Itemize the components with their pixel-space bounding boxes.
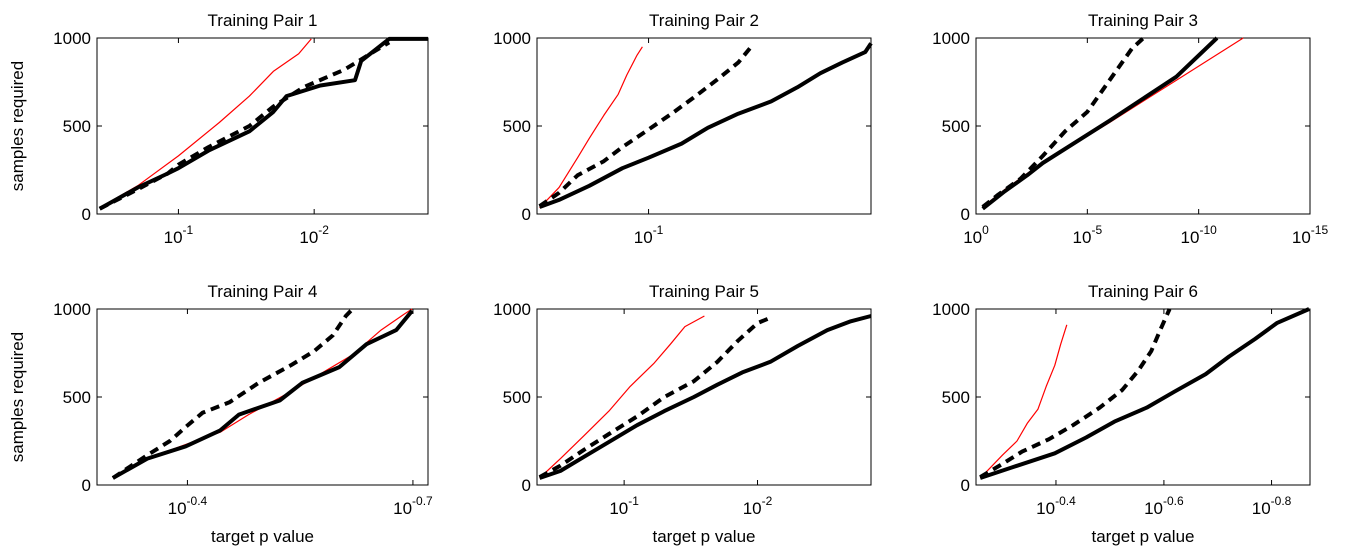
x-tick-label: 10-2 <box>743 494 773 518</box>
series-line-thin-red <box>539 46 643 209</box>
y-tick-label: 500 <box>503 117 531 136</box>
y-tick-label: 1000 <box>493 300 531 319</box>
y-tick-label: 500 <box>63 388 91 407</box>
series-line-thin-red <box>99 38 312 209</box>
series-line-bold-dashed-black <box>979 308 1172 479</box>
x-tick-label: 10-1 <box>634 223 664 247</box>
y-tick-label: 1000 <box>53 29 91 48</box>
x-axis-label: target p value <box>652 527 755 546</box>
x-tick-label: 10-0.4 <box>168 494 208 518</box>
y-tick-label: 0 <box>961 476 970 495</box>
x-tick-label: 10-0.4 <box>1036 494 1076 518</box>
series-line-bold-solid-black <box>538 42 873 209</box>
x-axis-label: target p value <box>211 527 314 546</box>
x-tick-label: 10-15 <box>1292 223 1329 247</box>
chart-title: Training Pair 2 <box>649 11 759 30</box>
x-tick-label: 10-10 <box>1181 223 1218 247</box>
y-tick-label: 1000 <box>932 29 970 48</box>
plot-frame <box>96 37 429 215</box>
y-tick-label: 0 <box>82 476 91 495</box>
chart-panel-5: Training Pair 5 0 500 1000 10-1 10-2 target p … <box>493 282 872 546</box>
series-line-bold-dashed-black <box>981 36 1145 209</box>
y-tick-label: 0 <box>522 205 531 224</box>
y-tick-label: 500 <box>942 117 970 136</box>
chart-title: Training Pair 3 <box>1088 11 1198 30</box>
x-tick-label: 10-0.7 <box>393 494 433 518</box>
y-axis-label: samples required <box>8 332 27 462</box>
x-tick-label: 10-0.6 <box>1144 494 1184 518</box>
y-axis-label: samples required <box>8 61 27 191</box>
y-tick-label: 500 <box>503 388 531 407</box>
y-tick-label: 500 <box>942 388 970 407</box>
y-tick-label: 1000 <box>53 300 91 319</box>
chart-title: Training Pair 1 <box>208 11 318 30</box>
chart-panel-1: Training Pair 1 0 500 1000 10-1 10-2 samples r… <box>8 11 429 247</box>
series-line-bold-solid-black <box>111 309 414 480</box>
x-tick-label: 10-1 <box>164 223 194 247</box>
chart-title: Training Pair 4 <box>208 282 318 301</box>
plot-frame <box>975 37 1311 215</box>
series-line-bold-solid-black <box>981 36 1219 211</box>
series-line-thin-red <box>539 315 705 479</box>
y-tick-label: 1000 <box>493 29 531 48</box>
x-axis-label: target p value <box>1091 527 1194 546</box>
y-tick-label: 0 <box>522 476 531 495</box>
x-tick-label: 10-2 <box>299 223 329 247</box>
y-tick-label: 0 <box>961 205 970 224</box>
series-line-bold-solid-black <box>979 307 1310 480</box>
series-line-bold-dashed-black <box>538 43 755 208</box>
chart-title: Training Pair 6 <box>1088 282 1198 301</box>
y-tick-label: 0 <box>82 205 91 224</box>
chart-panel-3: Training Pair 3 0 500 1000 100 10-5 10-10 10-15 <box>932 11 1328 247</box>
y-tick-label: 1000 <box>932 300 970 319</box>
chart-panel-6: Training Pair 6 0 500 1000 10-0.4 10-0.6 10-0.… <box>932 282 1311 546</box>
chart-title: Training Pair 5 <box>649 282 759 301</box>
x-tick-label: 10-5 <box>1073 223 1103 247</box>
series-line-thin-red <box>979 324 1068 479</box>
y-tick-label: 500 <box>63 117 91 136</box>
x-tick-label: 100 <box>963 223 989 247</box>
chart-panel-2: Training Pair 2 0 500 1000 10-1 <box>493 11 873 247</box>
x-tick-label: 10-0.8 <box>1252 494 1292 518</box>
series-line-bold-solid-black <box>98 36 428 211</box>
x-tick-label: 10-1 <box>609 494 639 518</box>
series-line-bold-dashed-black <box>111 307 355 480</box>
series-line-bold-solid-black <box>538 314 872 480</box>
chart-panel-4: Training Pair 4 0 500 1000 10-0.4 10-0.7 sampl… <box>8 282 433 546</box>
